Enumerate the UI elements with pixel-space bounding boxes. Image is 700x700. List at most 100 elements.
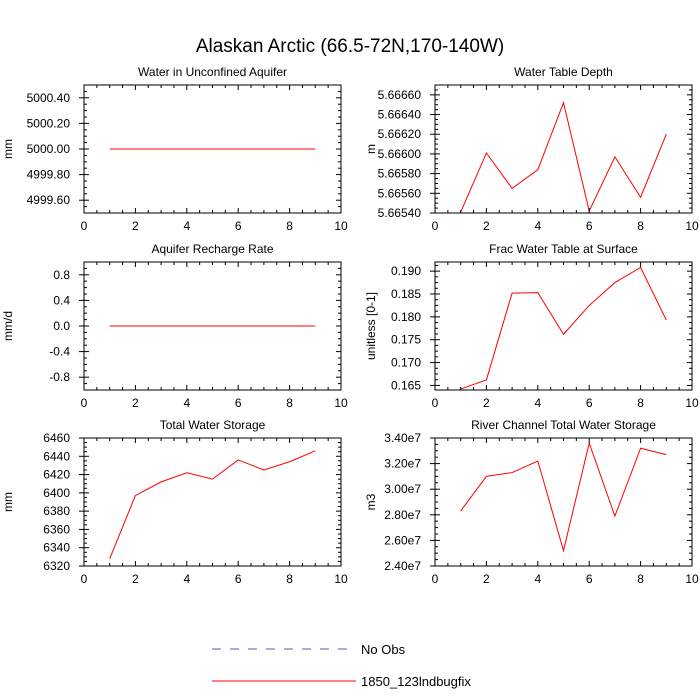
y-tick-label: 6420 xyxy=(43,468,70,482)
x-tick-label: 0 xyxy=(81,219,88,233)
x-tick-label: 0 xyxy=(81,572,88,586)
panels: 0 2 4 6 8 10 4999.60 4999.80 5000.00 5000.20 5000.… xyxy=(1,65,699,586)
x-tick-label: 8 xyxy=(637,572,644,586)
x-tick-label: 4 xyxy=(534,572,541,586)
series-line-5-1 xyxy=(109,450,316,559)
y-tick-label: 0.170 xyxy=(391,356,421,370)
x-tick-label: 2 xyxy=(132,572,139,586)
y-tick-label: 0.175 xyxy=(391,333,421,347)
panel-4: 0 2 4 6 8 10 0.165 0.170 0.175 0.180 0.185 0.190 Fra… xyxy=(364,242,699,410)
x-tick-label: 8 xyxy=(286,572,293,586)
y-axis-label: m3 xyxy=(364,493,378,510)
y-tick-label: 3.00e7 xyxy=(384,482,421,496)
y-tick-label: 5.66580 xyxy=(378,167,422,181)
y-tick-label: 6440 xyxy=(43,449,70,463)
x-tick-label: 2 xyxy=(483,572,490,586)
x-tick-label: 6 xyxy=(586,219,593,233)
panel-2: 0 2 4 6 8 10 5.66540 5.66560 5.66580 5.66600 5.666… xyxy=(364,65,699,233)
y-tick-label: 4999.80 xyxy=(27,168,71,182)
y-tick-label: 6380 xyxy=(43,504,70,518)
x-tick-label: 6 xyxy=(586,572,593,586)
panel-title: Water Table Depth xyxy=(514,65,613,79)
y-tick-label: -0.4 xyxy=(49,345,70,359)
x-tick-label: 0 xyxy=(432,572,439,586)
panel-title: Water in Unconfined Aquifer xyxy=(138,65,287,79)
y-tick-label: 5.66600 xyxy=(378,147,422,161)
y-tick-label: 3.40e7 xyxy=(384,431,421,445)
y-tick-label: 2.40e7 xyxy=(384,559,421,573)
x-tick-label: 4 xyxy=(183,219,190,233)
y-tick-label: 4999.60 xyxy=(27,193,71,207)
x-tick-label: 8 xyxy=(637,219,644,233)
y-tick-label: 0.4 xyxy=(53,293,70,307)
y-tick-label: 2.80e7 xyxy=(384,508,421,522)
legend-label-no-obs: No Obs xyxy=(361,642,406,657)
y-tick-label: 5.66560 xyxy=(378,186,422,200)
y-tick-label: 0.180 xyxy=(391,310,421,324)
legend: No Obs 1850_123lndbugfix xyxy=(212,642,471,689)
x-tick-label: 10 xyxy=(685,219,699,233)
x-tick-label: 6 xyxy=(235,219,242,233)
x-tick-label: 10 xyxy=(685,572,699,586)
panel-title: Total Water Storage xyxy=(160,418,266,432)
y-tick-label: 0.185 xyxy=(391,287,421,301)
x-tick-label: 4 xyxy=(183,396,190,410)
y-tick-label: 5.66540 xyxy=(378,206,422,220)
x-tick-label: 4 xyxy=(534,396,541,410)
y-tick-label: 0.165 xyxy=(391,378,421,392)
panel-title: Aquifer Recharge Rate xyxy=(151,242,273,256)
y-tick-label: 5000.40 xyxy=(27,91,71,105)
y-tick-label: 6460 xyxy=(43,431,70,445)
y-tick-label: 0.8 xyxy=(53,268,70,282)
x-tick-label: 4 xyxy=(534,219,541,233)
y-tick-label: -0.8 xyxy=(49,370,70,384)
series-line-6-1 xyxy=(460,441,667,553)
legend-label-model: 1850_123lndbugfix xyxy=(361,674,471,689)
x-tick-label: 6 xyxy=(235,396,242,410)
series-line-2-1 xyxy=(460,101,667,213)
x-tick-label: 0 xyxy=(81,396,88,410)
panel-6: 0 2 4 6 8 10 2.40e7 2.60e7 2.80e7 3.00e7 3.20e7 3.4… xyxy=(364,418,699,586)
plot-frame xyxy=(434,261,693,391)
y-tick-label: 0.0 xyxy=(53,319,70,333)
y-tick-label: 5000.20 xyxy=(27,116,71,130)
y-tick-label: 0.190 xyxy=(391,264,421,278)
y-tick-label: 2.60e7 xyxy=(384,533,421,547)
panel-5: 0 2 4 6 8 10 6320 6340 6360 6380 6400 6420 6440 6460 T… xyxy=(1,418,348,586)
plot-frame xyxy=(83,437,342,567)
y-tick-label: 6340 xyxy=(43,541,70,555)
x-tick-label: 10 xyxy=(334,219,348,233)
x-tick-label: 0 xyxy=(432,396,439,410)
panel-3: 0 2 4 6 8 10 -0.8 -0.4 0.0 0.4 0.8 Aquifer Recharge… xyxy=(1,242,348,410)
y-tick-label: 5.66660 xyxy=(378,88,422,102)
x-tick-label: 8 xyxy=(286,396,293,410)
panel-title: Frac Water Table at Surface xyxy=(489,242,638,256)
x-tick-label: 10 xyxy=(334,572,348,586)
panel-1: 0 2 4 6 8 10 4999.60 4999.80 5000.00 5000.20 5000.… xyxy=(1,65,348,233)
panel-title: River Channel Total Water Storage xyxy=(471,418,656,432)
y-axis-label: m xyxy=(364,144,378,154)
x-tick-label: 6 xyxy=(235,572,242,586)
y-tick-label: 3.20e7 xyxy=(384,457,421,471)
plot-frame xyxy=(434,437,693,567)
x-tick-label: 8 xyxy=(637,396,644,410)
x-tick-label: 2 xyxy=(483,219,490,233)
y-tick-label: 6360 xyxy=(43,522,70,536)
figure-title: Alaskan Arctic (66.5-72N,170-140W) xyxy=(196,36,504,57)
y-axis-label: unitless [0-1] xyxy=(364,292,378,360)
y-tick-label: 6400 xyxy=(43,486,70,500)
x-tick-label: 0 xyxy=(432,219,439,233)
x-tick-label: 10 xyxy=(334,396,348,410)
y-tick-label: 5.66620 xyxy=(378,127,422,141)
x-tick-label: 6 xyxy=(586,396,593,410)
x-tick-label: 10 xyxy=(685,396,699,410)
series-line-4-1 xyxy=(460,266,667,390)
y-axis-label: mm xyxy=(1,492,15,512)
x-tick-label: 2 xyxy=(132,219,139,233)
y-axis-label: mm xyxy=(1,139,15,159)
y-tick-label: 6320 xyxy=(43,559,70,573)
x-tick-label: 4 xyxy=(183,572,190,586)
x-tick-label: 2 xyxy=(132,396,139,410)
y-tick-label: 5000.00 xyxy=(27,142,71,156)
